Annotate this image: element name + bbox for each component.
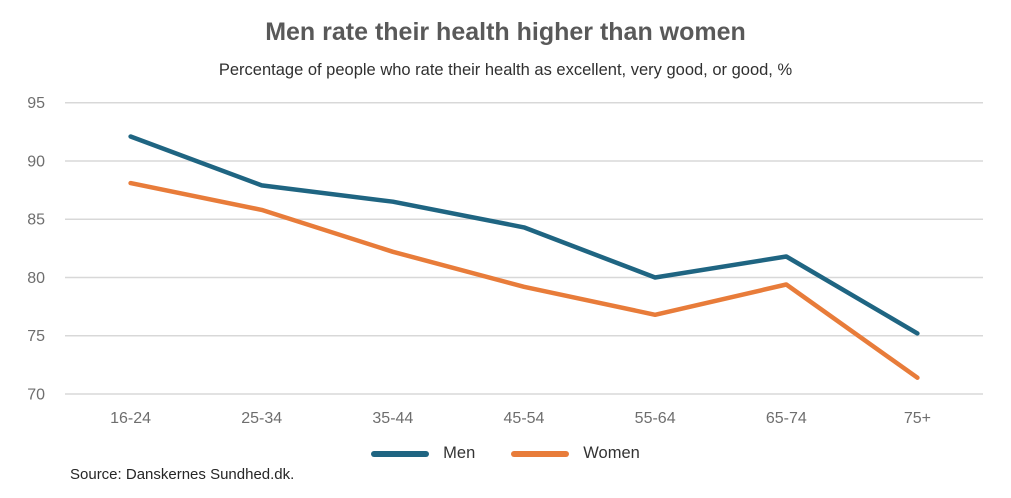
legend-item-men: Men: [371, 444, 475, 463]
legend-label-women: Women: [583, 444, 640, 462]
chart-legend: Men Women: [0, 444, 1011, 463]
legend-item-women: Women: [511, 444, 640, 463]
x-tick-label-65-74: 65-74: [766, 410, 807, 427]
x-tick-label-16-24: 16-24: [110, 410, 151, 427]
women-line-swatch-icon: [511, 450, 570, 457]
y-tick-label-75: 75: [27, 328, 45, 345]
y-tick-label-80: 80: [27, 270, 45, 287]
y-tick-label-70: 70: [27, 387, 45, 404]
x-tick-label-55-64: 55-64: [635, 410, 676, 427]
y-tick-label-90: 90: [27, 153, 45, 170]
men-line-swatch-icon: [371, 450, 430, 457]
series-line-women: [128, 180, 920, 380]
y-tick-label-85: 85: [27, 212, 45, 229]
series-line-men: [128, 134, 920, 336]
x-tick-label-45-54: 45-54: [504, 410, 545, 427]
x-tick-label-35-44: 35-44: [372, 410, 413, 427]
x-tick-label-75+: 75+: [904, 410, 931, 427]
y-tick-label-95: 95: [27, 95, 45, 112]
x-tick-label-25-34: 25-34: [241, 410, 282, 427]
legend-label-men: Men: [443, 444, 476, 462]
chart-title: Men rate their health higher than women: [265, 18, 746, 46]
chart-subtitle: Percentage of people who rate their heal…: [218, 61, 793, 79]
source-note: Source: Danskernes Sundhed.dk.: [70, 466, 295, 483]
